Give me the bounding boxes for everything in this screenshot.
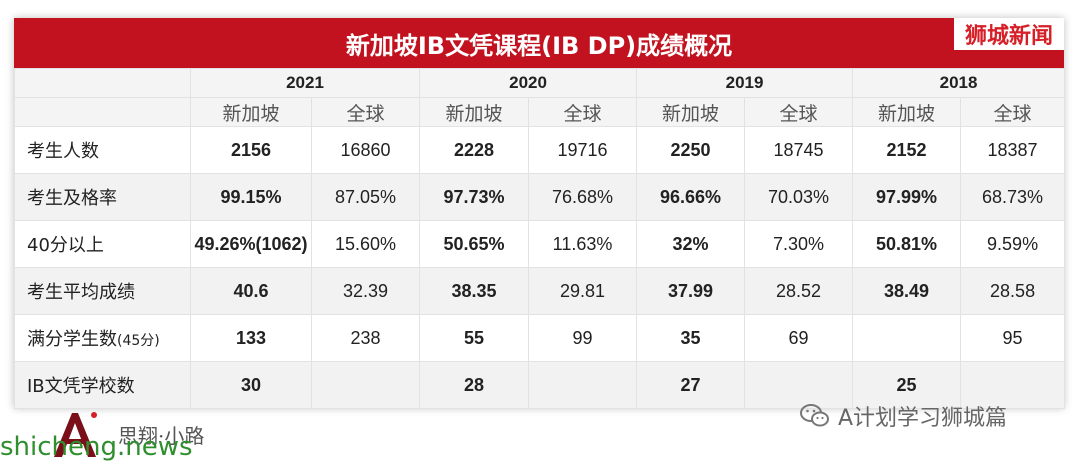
- year-header: 2019: [636, 68, 854, 98]
- table-row: 满分学生数(45分) 133 238 55 99 35 69 95: [14, 314, 1066, 362]
- cell-singapore: 38.49: [852, 267, 962, 315]
- cell-global: 76.68%: [528, 173, 638, 221]
- table-body: 考生人数 2156 16860 2228 19716 2250 18745 2152 18387…: [14, 126, 1066, 409]
- region-header-global: 全球: [960, 97, 1066, 127]
- cell-global: 99: [528, 314, 638, 362]
- cell-singapore: 96.66%: [636, 173, 746, 221]
- cell-singapore: 133: [190, 314, 312, 362]
- cell-global: 19716: [528, 126, 638, 174]
- cell-global: 28.52: [744, 267, 854, 315]
- cell-singapore: 99.15%: [190, 173, 312, 221]
- wechat-account: A计划学习狮城篇: [800, 400, 1007, 432]
- cell-global: 29.81: [528, 267, 638, 315]
- cell-singapore: 2156: [190, 126, 312, 174]
- region-header-sg: 新加坡: [636, 97, 746, 127]
- region-header-global: 全球: [744, 97, 854, 127]
- cell-singapore: 30: [190, 361, 312, 409]
- wechat-icon: [800, 404, 829, 427]
- logo-icon: [54, 412, 97, 457]
- cell-singapore: 97.73%: [419, 173, 530, 221]
- row-label: 满分学生数(45分): [14, 314, 191, 362]
- table-row: 考生人数 2156 16860 2228 19716 2250 18745 2152 18387: [14, 126, 1066, 174]
- row-label: 考生平均成绩: [14, 267, 191, 315]
- table-title: 新加坡IB文凭课程(IB DP)成绩概况: [14, 18, 1064, 68]
- cell-global: 28.58: [960, 267, 1066, 315]
- row-label-text: 考生平均成绩: [27, 282, 135, 303]
- brand-logo: 狮城新闻: [954, 18, 1064, 50]
- site-watermark: shicheng.news: [0, 432, 193, 462]
- cell-global: 87.05%: [310, 173, 421, 221]
- cell-global: 15.60%: [310, 220, 421, 268]
- cell-global: 16860: [310, 126, 421, 174]
- cell-singapore: 32%: [636, 220, 746, 268]
- region-header-global: 全球: [310, 97, 421, 127]
- row-label-suffix: (45分): [117, 333, 160, 349]
- row-label-text: 考生人数: [27, 141, 99, 162]
- cell-singapore: 38.35: [419, 267, 530, 315]
- region-header-row: 新加坡 全球 新加坡 全球 新加坡 全球 新加坡 全球: [14, 97, 1066, 127]
- cell-global: 70.03%: [744, 173, 854, 221]
- table-row: 考生及格率 99.15% 87.05% 97.73% 76.68% 96.66% 70.03…: [14, 173, 1066, 221]
- table-row: 40分以上 49.26%(1062) 15.60% 50.65% 11.63% 32% 7.…: [14, 220, 1066, 268]
- region-header-global: 全球: [528, 97, 638, 127]
- year-header: 2021: [189, 68, 421, 98]
- row-label: 考生及格率: [14, 173, 191, 221]
- cell-singapore: 28: [419, 361, 530, 409]
- row-label-text: 满分学生数: [27, 329, 117, 350]
- cell-singapore: 40.6: [190, 267, 312, 315]
- cell-global: 18387: [960, 126, 1066, 174]
- cell-singapore: 37.99: [636, 267, 746, 315]
- year-header: 2020: [419, 68, 638, 98]
- cell-singapore: 2250: [636, 126, 746, 174]
- report-card: 新加坡IB文凭课程(IB DP)成绩概况 狮城新闻 2021 2020 2019…: [14, 18, 1066, 409]
- row-label-text: 考生及格率: [27, 188, 117, 209]
- cell-global: [310, 361, 421, 409]
- row-label-text: 40分以上: [27, 235, 104, 256]
- cell-global: [960, 361, 1066, 409]
- region-header-sg: 新加坡: [852, 97, 962, 127]
- row-label: 考生人数: [14, 126, 191, 174]
- cell-global: 32.39: [310, 267, 421, 315]
- cell-global: [528, 361, 638, 409]
- cell-singapore: 25: [852, 361, 962, 409]
- cell-global: 18745: [744, 126, 854, 174]
- cell-global: 95: [960, 314, 1066, 362]
- cell-global: 7.30%: [744, 220, 854, 268]
- cell-global: 68.73%: [960, 173, 1066, 221]
- cell-singapore: 49.26%(1062): [190, 220, 312, 268]
- region-header-sg: 新加坡: [419, 97, 530, 127]
- title-text: 新加坡IB文凭课程(IB DP)成绩概况: [345, 31, 733, 60]
- year-header-row: 2021 2020 2019 2018: [14, 68, 1066, 98]
- signature: 思翔·小路: [118, 424, 205, 448]
- year-header: 2018: [852, 68, 1066, 98]
- row-label: 40分以上: [14, 220, 191, 268]
- cell-global: [744, 361, 854, 409]
- cell-singapore: 27: [636, 361, 746, 409]
- row-label: IB文凭学校数: [14, 361, 191, 409]
- cell-singapore: 50.81%: [852, 220, 962, 268]
- cell-singapore: 55: [419, 314, 530, 362]
- table-row: 考生平均成绩 40.6 32.39 38.35 29.81 37.99 28.52 38.49…: [14, 267, 1066, 315]
- corner-cell: [14, 68, 191, 98]
- cell-global: 69: [744, 314, 854, 362]
- cell-singapore: 50.65%: [419, 220, 530, 268]
- cell-singapore: 2152: [852, 126, 962, 174]
- cell-singapore: 35: [636, 314, 746, 362]
- cell-singapore: [852, 314, 962, 362]
- scores-table: 2021 2020 2019 2018 新加坡 全球 新加坡 全球 新加坡 全球…: [14, 68, 1066, 409]
- table-row: IB文凭学校数 30 28 27 25: [14, 361, 1066, 409]
- corner-cell: [14, 97, 191, 127]
- wechat-account-name: A计划学习狮城篇: [838, 406, 1008, 431]
- cell-global: 9.59%: [960, 220, 1066, 268]
- cell-global: 11.63%: [528, 220, 638, 268]
- cell-global: 238: [310, 314, 421, 362]
- cell-singapore: 2228: [419, 126, 530, 174]
- cell-singapore: 97.99%: [852, 173, 962, 221]
- row-label-text: IB文凭学校数: [27, 376, 135, 397]
- region-header-sg: 新加坡: [190, 97, 312, 127]
